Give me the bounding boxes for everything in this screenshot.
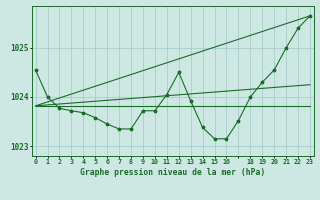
- X-axis label: Graphe pression niveau de la mer (hPa): Graphe pression niveau de la mer (hPa): [80, 168, 265, 177]
